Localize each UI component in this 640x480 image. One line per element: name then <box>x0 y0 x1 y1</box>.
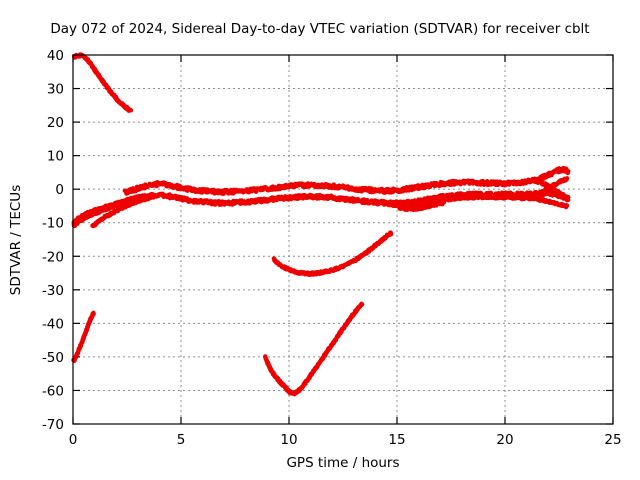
data-series <box>271 230 394 277</box>
x-axis-label: GPS time / hours <box>286 455 399 471</box>
x-tick-label: 15 <box>388 432 405 448</box>
data-series <box>71 310 96 364</box>
y-tick-label: 30 <box>47 82 64 98</box>
y-tick-label: 0 <box>55 182 64 198</box>
x-tick-label: 5 <box>177 432 186 448</box>
data-point <box>441 199 447 205</box>
data-point <box>564 203 570 208</box>
gridlines <box>73 55 613 424</box>
data-point <box>566 194 571 200</box>
data-series <box>530 177 571 201</box>
y-tick-label: 20 <box>47 115 64 131</box>
x-tick-label: 25 <box>604 432 621 448</box>
chart-title: Day 072 of 2024, Sidereal Day-to-day VTE… <box>50 21 589 37</box>
y-tick-label: -70 <box>42 417 64 433</box>
plot-frame <box>72 54 614 425</box>
data-point <box>564 176 570 181</box>
data-series <box>122 189 571 208</box>
data-point <box>566 169 571 174</box>
x-tick-label: 20 <box>496 432 513 448</box>
y-tick-labels: -70 -60 -50 -40 -30 -20 -10 0 10 20 30 40 <box>42 48 64 433</box>
data-point <box>128 108 134 113</box>
data-series <box>530 176 570 199</box>
y-axis-label: SDTVAR / TECUs <box>8 185 24 295</box>
data-series <box>263 301 365 397</box>
x-tick-label: 10 <box>280 432 297 448</box>
y-tick-label: -60 <box>42 383 64 399</box>
y-tick-label: -50 <box>42 350 64 366</box>
y-tick-label: -40 <box>42 316 64 332</box>
data-series <box>122 165 571 196</box>
data-series <box>71 52 134 113</box>
data-series <box>386 193 570 210</box>
y-tick-label: -10 <box>42 216 64 232</box>
data-point <box>359 302 365 307</box>
y-tick-label: 10 <box>47 149 64 165</box>
data-point <box>91 311 96 317</box>
y-tick-label: 40 <box>47 48 64 64</box>
y-tick-label: -30 <box>42 283 64 299</box>
data-point <box>388 231 394 237</box>
y-tick-label: -20 <box>42 249 64 265</box>
x-tick-labels: 0 5 10 15 20 25 <box>69 432 622 448</box>
data-series <box>396 199 447 213</box>
x-tick-label: 0 <box>69 432 78 448</box>
data-points-layer <box>71 52 571 397</box>
